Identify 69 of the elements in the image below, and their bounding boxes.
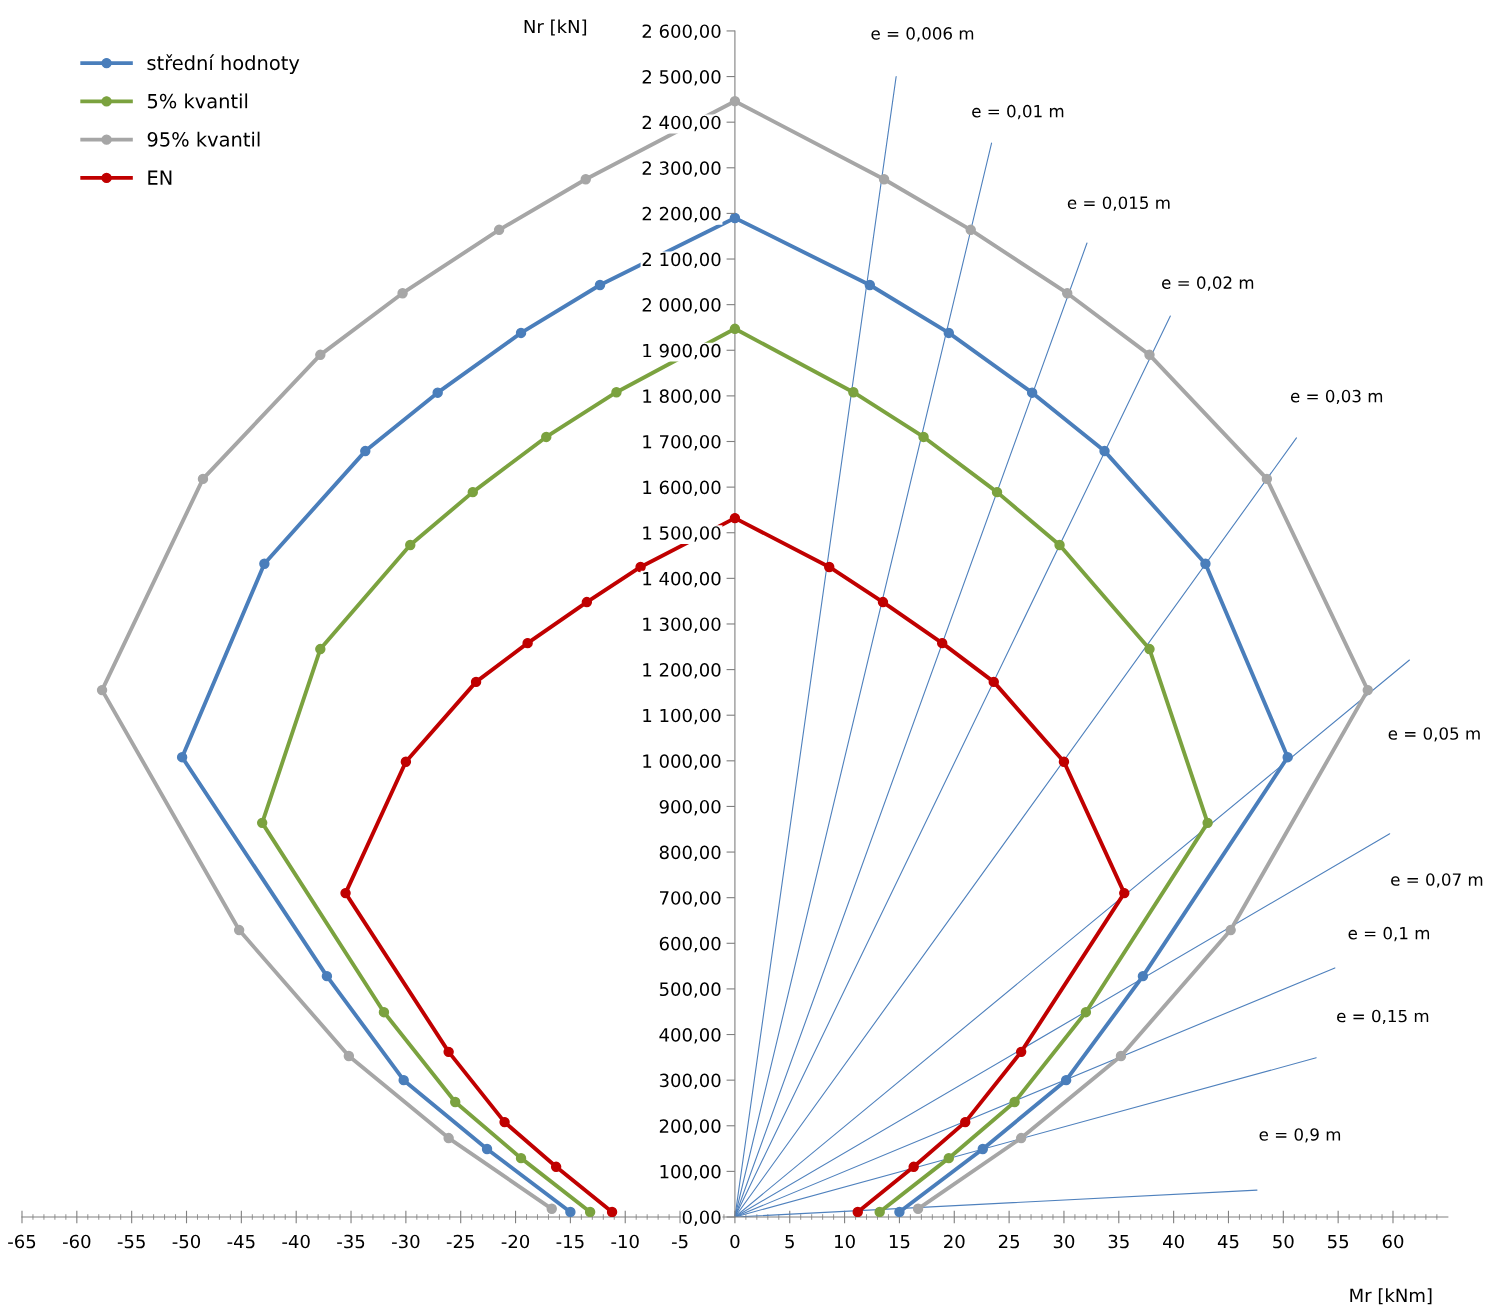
x-tick-label: -40 (282, 1234, 310, 1249)
annotation: e = 0,01 m (972, 104, 1064, 120)
annotation: e = 0,006 m (871, 27, 974, 42)
y-tick-label: 1 700,00 (643, 434, 721, 451)
y-tick-label: 1 000,00 (643, 754, 721, 770)
annotation: e = 0,15 m (1337, 1009, 1429, 1025)
x-tick-label: -50 (172, 1234, 201, 1249)
legend-label: EN (148, 170, 172, 185)
x-tick-label: -10 (611, 1234, 639, 1249)
y-tick-label: 300,00 (659, 1073, 721, 1090)
annotation: e = 0,07 m (1391, 873, 1483, 888)
y-tick-label: 200,00 (659, 1119, 721, 1135)
y-tick-label: 1 600,00 (643, 480, 721, 497)
x-tick-label: -45 (227, 1234, 255, 1249)
annotation: e = 0,015 m (1067, 196, 1170, 211)
x-tick-label: -30 (392, 1234, 420, 1249)
y-tick-label: 0,00 (682, 1210, 721, 1226)
y-tick-label: 1 200,00 (643, 663, 721, 679)
x-tick-label: -55 (117, 1234, 145, 1249)
y-tick-label: 2 000,00 (642, 298, 721, 314)
x-tick-label: 20 (944, 1234, 965, 1249)
legend-label: 5% kvantil (147, 93, 248, 109)
legend-label: střední hodnoty (147, 54, 300, 74)
y-tick-label: 1 300,00 (643, 617, 721, 633)
x-tick-label: 15 (889, 1234, 910, 1249)
x-tick-label: -25 (446, 1234, 474, 1249)
y-tick-label: 400,00 (659, 1027, 721, 1044)
y-tick-label: 500,00 (659, 982, 721, 998)
x-tick-label: 50 (1273, 1234, 1294, 1249)
annotation: e = 0,1 m (1348, 926, 1430, 942)
y-tick-label: 900,00 (659, 799, 721, 816)
x-tick-label: 45 (1217, 1234, 1239, 1249)
y-tick-label: 2 300,00 (642, 161, 721, 177)
y-tick-label: 2 200,00 (642, 206, 721, 223)
y-tick-label: 1 900,00 (643, 343, 721, 360)
x-tick-label: 60 (1382, 1234, 1404, 1249)
x-tick-label: 35 (1108, 1234, 1129, 1249)
x-tick-label: 55 (1328, 1234, 1349, 1249)
annotation: e = 0,9 m (1259, 1128, 1341, 1143)
y-tick-label: 1 400,00 (643, 571, 721, 588)
annotation: e = 0,02 m (1162, 276, 1254, 291)
y-axis-title: Nr [kN] (524, 19, 587, 36)
y-tick-label: 2 500,00 (642, 70, 721, 86)
x-tick-label: 25 (998, 1234, 1020, 1249)
x-axis-title: Mr [kNm] (1350, 1288, 1432, 1305)
x-tick-label: 0 (730, 1234, 740, 1249)
y-tick-label: 700,00 (660, 891, 721, 907)
y-tick-label: 1 500,00 (643, 526, 721, 542)
y-tick-label: 2 100,00 (642, 252, 721, 268)
x-tick-label: -20 (501, 1234, 530, 1249)
legend-label: 95% kvantil (147, 131, 260, 147)
x-tick-label: -15 (556, 1234, 584, 1249)
x-tick-label: 5 (785, 1234, 794, 1249)
x-tick-label: 40 (1163, 1234, 1184, 1249)
y-tick-label: 1 800,00 (643, 389, 721, 405)
y-tick-label: 2 400,00 (642, 115, 721, 132)
annotation: e = 0,03 m (1290, 389, 1383, 405)
x-tick-label: -60 (62, 1234, 91, 1249)
x-tick-label: -65 (8, 1234, 36, 1249)
x-tick-label: 30 (1053, 1234, 1075, 1249)
y-tick-label: 800,00 (659, 845, 721, 862)
annotation: e = 0,05 m (1388, 727, 1480, 742)
x-tick-label: -35 (337, 1234, 365, 1249)
y-tick-label: 600,00 (659, 936, 721, 953)
y-tick-label: 1 100,00 (643, 708, 721, 725)
x-tick-label: 10 (835, 1234, 855, 1249)
y-tick-label: 100,00 (660, 1164, 721, 1181)
x-tick-label: -5 (671, 1234, 688, 1249)
y-tick-label: 2 600,00 (642, 24, 721, 40)
